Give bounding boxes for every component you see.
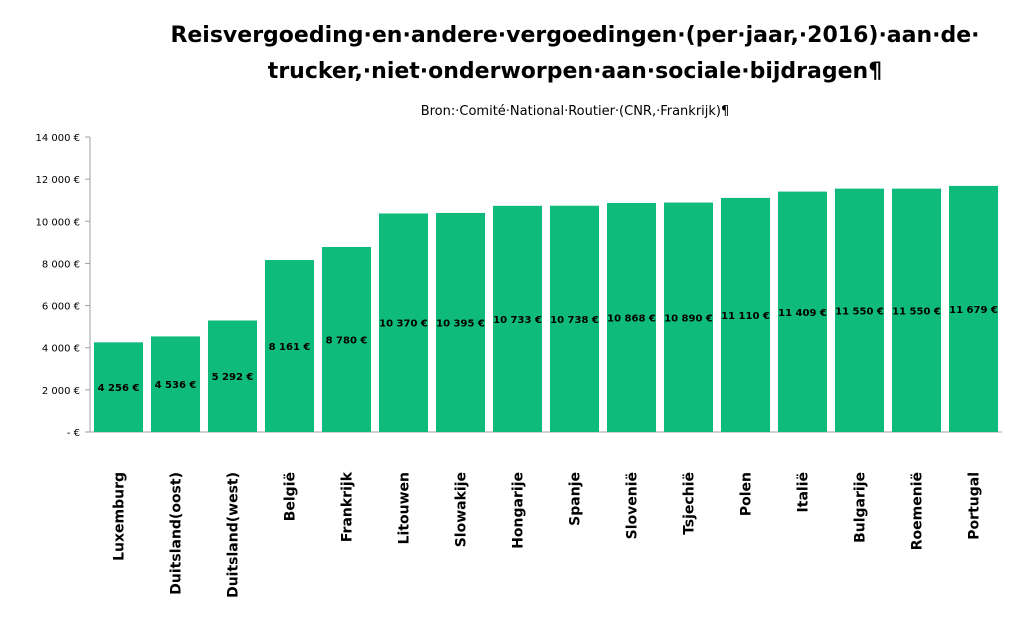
bar: [93, 342, 144, 432]
bar: [264, 260, 315, 432]
data-label: 10 868 €: [607, 313, 656, 324]
category-label: Luxemburg: [112, 472, 128, 561]
y-tick-label: 12 000 €: [35, 175, 80, 186]
value-labels: 4 256 € 4 536 € 5 292 € 8 161 € 8 780 € 10 37…: [98, 305, 998, 394]
category-label: Spanje: [568, 472, 584, 526]
bar: [663, 202, 714, 432]
data-label: 11 550 €: [892, 306, 941, 317]
data-label: 10 890 €: [664, 313, 713, 324]
data-label: 11 110 €: [721, 311, 770, 322]
data-label: 4 536 €: [155, 380, 197, 391]
category-label: Polen: [739, 472, 755, 516]
category-label: Duitsland(oost): [169, 472, 185, 595]
data-label: 5 292 €: [212, 372, 254, 383]
y-tick-label: 8 000 €: [42, 259, 80, 270]
bar: [777, 191, 828, 432]
data-label: 10 395 €: [436, 318, 485, 329]
category-label: Roemenië: [910, 472, 926, 550]
category-labels: Luxemburg Duitsland(oost) Duitsland(west) B…: [112, 471, 983, 598]
category-label: Litouwen: [397, 472, 413, 544]
bar: [150, 336, 201, 432]
bar: [606, 202, 657, 432]
chart-subtitle: Bron:·Comité·National·Routier·(CNR,·Fran…: [420, 104, 730, 119]
bar: [549, 205, 600, 432]
bar: [834, 188, 885, 432]
data-label: 11 409 €: [778, 308, 827, 319]
y-axis-ticks: - € 2 000 € 4 000 € 6 000 € 8 000 € 10 000 € 1…: [35, 133, 90, 439]
y-tick-label: 6 000 €: [42, 302, 80, 313]
chart-title-line-1: Reisvergoeding·en·andere·vergoedingen·(p…: [170, 23, 980, 48]
data-label: 10 370 €: [379, 319, 428, 330]
data-label: 10 738 €: [550, 315, 599, 326]
bar: [891, 188, 942, 432]
category-label: België: [283, 472, 299, 521]
data-label: 10 733 €: [493, 315, 542, 326]
category-label: Italië: [796, 472, 812, 512]
bar: [720, 197, 771, 432]
bar: [378, 213, 429, 432]
data-label: 11 550 €: [835, 306, 884, 317]
bar: [321, 246, 372, 432]
category-label: Portugal: [967, 472, 983, 540]
y-tick-label: 10 000 €: [35, 217, 80, 228]
y-tick-label: 2 000 €: [42, 386, 80, 397]
category-label: Hongarije: [511, 472, 527, 549]
category-label: Tsjechië: [682, 472, 698, 535]
category-label: Frankrijk: [340, 471, 356, 542]
category-label: Bulgarije: [853, 472, 869, 543]
data-label: 4 256 €: [98, 383, 140, 394]
category-label: Slowakije: [454, 472, 470, 547]
chart-title-line-2: trucker,·niet·onderworpen·aan·sociale·bi…: [267, 59, 883, 84]
y-tick-label: 4 000 €: [42, 344, 80, 355]
data-label: 8 161 €: [269, 342, 311, 353]
bar: [435, 212, 486, 432]
category-label: Slovenië: [625, 472, 641, 539]
bar: [492, 205, 543, 432]
bar: [948, 185, 999, 432]
chart-title: Reisvergoeding·en·andere·vergoedingen·(p…: [140, 18, 1010, 90]
y-tick-label: - €: [67, 428, 80, 439]
bar: [207, 320, 258, 432]
data-label: 8 780 €: [326, 335, 368, 346]
bars: [93, 185, 999, 432]
data-label: 11 679 €: [949, 305, 998, 316]
category-label: Duitsland(west): [226, 472, 242, 598]
y-tick-label: 14 000 €: [35, 133, 80, 144]
